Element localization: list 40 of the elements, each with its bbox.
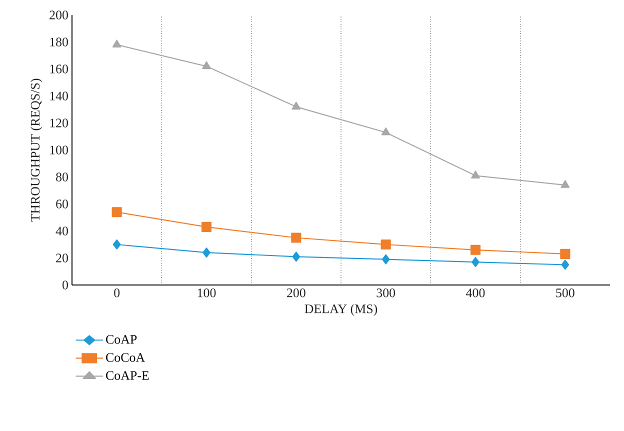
x-tick-label: 100 (198, 288, 216, 298)
x-tick-label: 400 (466, 288, 485, 298)
x-axis-title: DELAY (MS) (304, 304, 378, 316)
y-tick-label: 20 (56, 254, 68, 262)
x-tick-label: 300 (376, 288, 396, 298)
point (201, 222, 212, 232)
x-tick-label: 500 (556, 288, 574, 298)
y-tick-label: 200 (50, 10, 68, 20)
point (381, 127, 390, 136)
y-tick-label: 140 (50, 92, 68, 100)
point (202, 248, 210, 258)
y-tick-label: 40 (56, 226, 68, 236)
y-tick-label: 180 (50, 38, 68, 46)
legend-label: CoAP-E (106, 371, 149, 380)
point (470, 244, 481, 255)
point (202, 61, 211, 70)
y-tick-label: 60 (56, 200, 68, 208)
y-tick-label: 80 (56, 172, 68, 182)
point (561, 260, 570, 270)
point (560, 248, 570, 259)
point (380, 239, 391, 250)
point (472, 257, 480, 268)
x-tick-label: 200 (287, 288, 306, 298)
y-tick-label: 0 (62, 280, 68, 290)
point (112, 40, 122, 48)
point (112, 239, 121, 250)
y-axis-title: THROUGHPUT (REQS/S) (30, 78, 42, 222)
y-tick-label: 100 (50, 146, 68, 154)
legend-label: CoCoA (106, 353, 145, 362)
point (382, 254, 390, 264)
legend-label: CoAP (106, 335, 137, 344)
point (112, 207, 122, 218)
point (471, 170, 480, 178)
point (292, 252, 300, 262)
y-tick-label: 120 (50, 118, 68, 128)
y-tick-label: 160 (50, 64, 68, 74)
point (292, 102, 301, 110)
point (291, 232, 302, 243)
point (560, 180, 570, 188)
x-tick-label: 0 (114, 288, 120, 298)
